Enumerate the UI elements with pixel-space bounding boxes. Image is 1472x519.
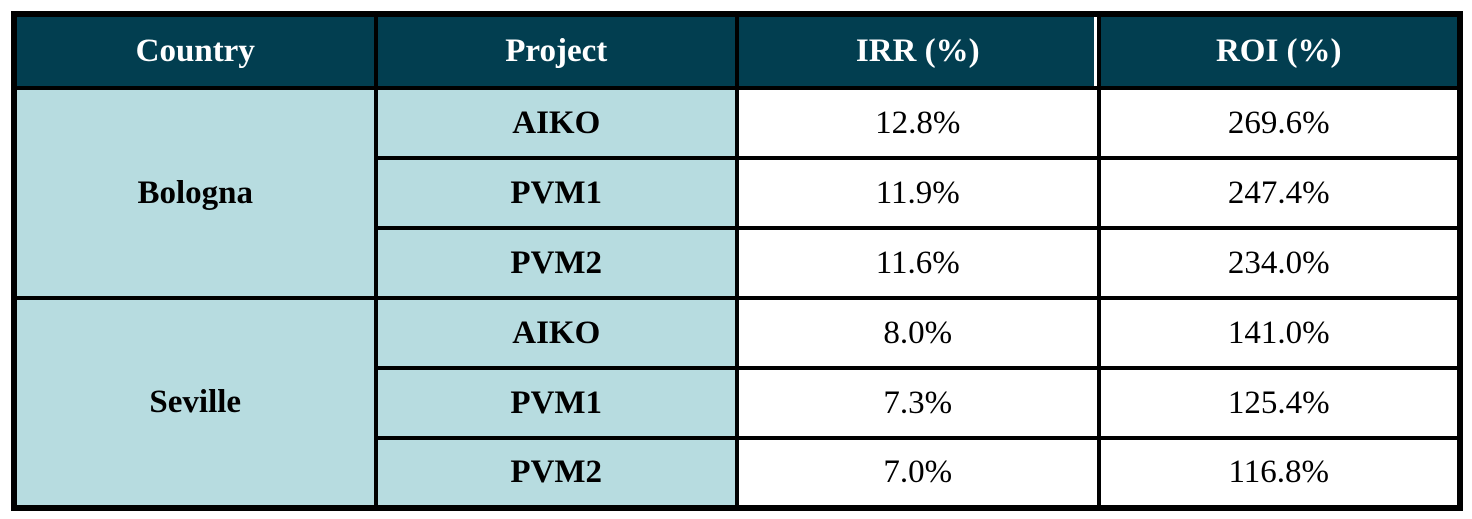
irr-value-cell: 11.9% [735,156,1101,230]
irr-value-cell: 7.0% [735,436,1101,510]
column-header-country: Country [12,12,378,90]
column-header-irr: IRR (%) [735,12,1101,90]
table-row: PVM1 11.9% 247.4% [14,156,1462,230]
table-row: Seville AIKO 8.0% 141.0% [12,296,1462,510]
project-cell: PVM2 [373,436,739,510]
column-header-project: Project [373,12,739,90]
irr-roi-table: Country Project IRR (%) ROI (%) Bologna … [11,11,1463,511]
roi-value-cell: 125.4% [1096,366,1462,440]
project-cell: PVM1 [373,366,739,440]
table-row: PVM2 7.0% 116.8% [14,436,1462,510]
header-row: Country Project IRR (%) ROI (%) [12,12,1462,90]
roi-value-cell: 234.0% [1096,226,1462,300]
project-cell: PVM2 [373,226,739,300]
project-cell: PVM1 [373,156,739,230]
table-row: Bologna AIKO 12.8% 269.6% [12,86,1462,300]
irr-value-cell: 8.0% [735,296,1101,370]
column-header-roi: ROI (%) [1096,12,1462,90]
country-cell-bologna: Bologna [12,86,378,300]
irr-value-cell: 11.6% [735,226,1101,300]
roi-value-cell: 116.8% [1096,436,1462,510]
roi-value-cell: 247.4% [1096,156,1462,230]
roi-value-cell: 269.6% [1096,86,1462,160]
roi-value-cell: 141.0% [1096,296,1462,370]
country-cell-seville: Seville [12,296,378,510]
project-cell: AIKO [373,296,739,370]
project-cell: AIKO [373,86,739,160]
irr-value-cell: 7.3% [735,366,1101,440]
table-row: PVM2 11.6% 234.0% [14,226,1462,300]
table-row: PVM1 7.3% 125.4% [14,366,1462,440]
irr-value-cell: 12.8% [735,86,1101,160]
